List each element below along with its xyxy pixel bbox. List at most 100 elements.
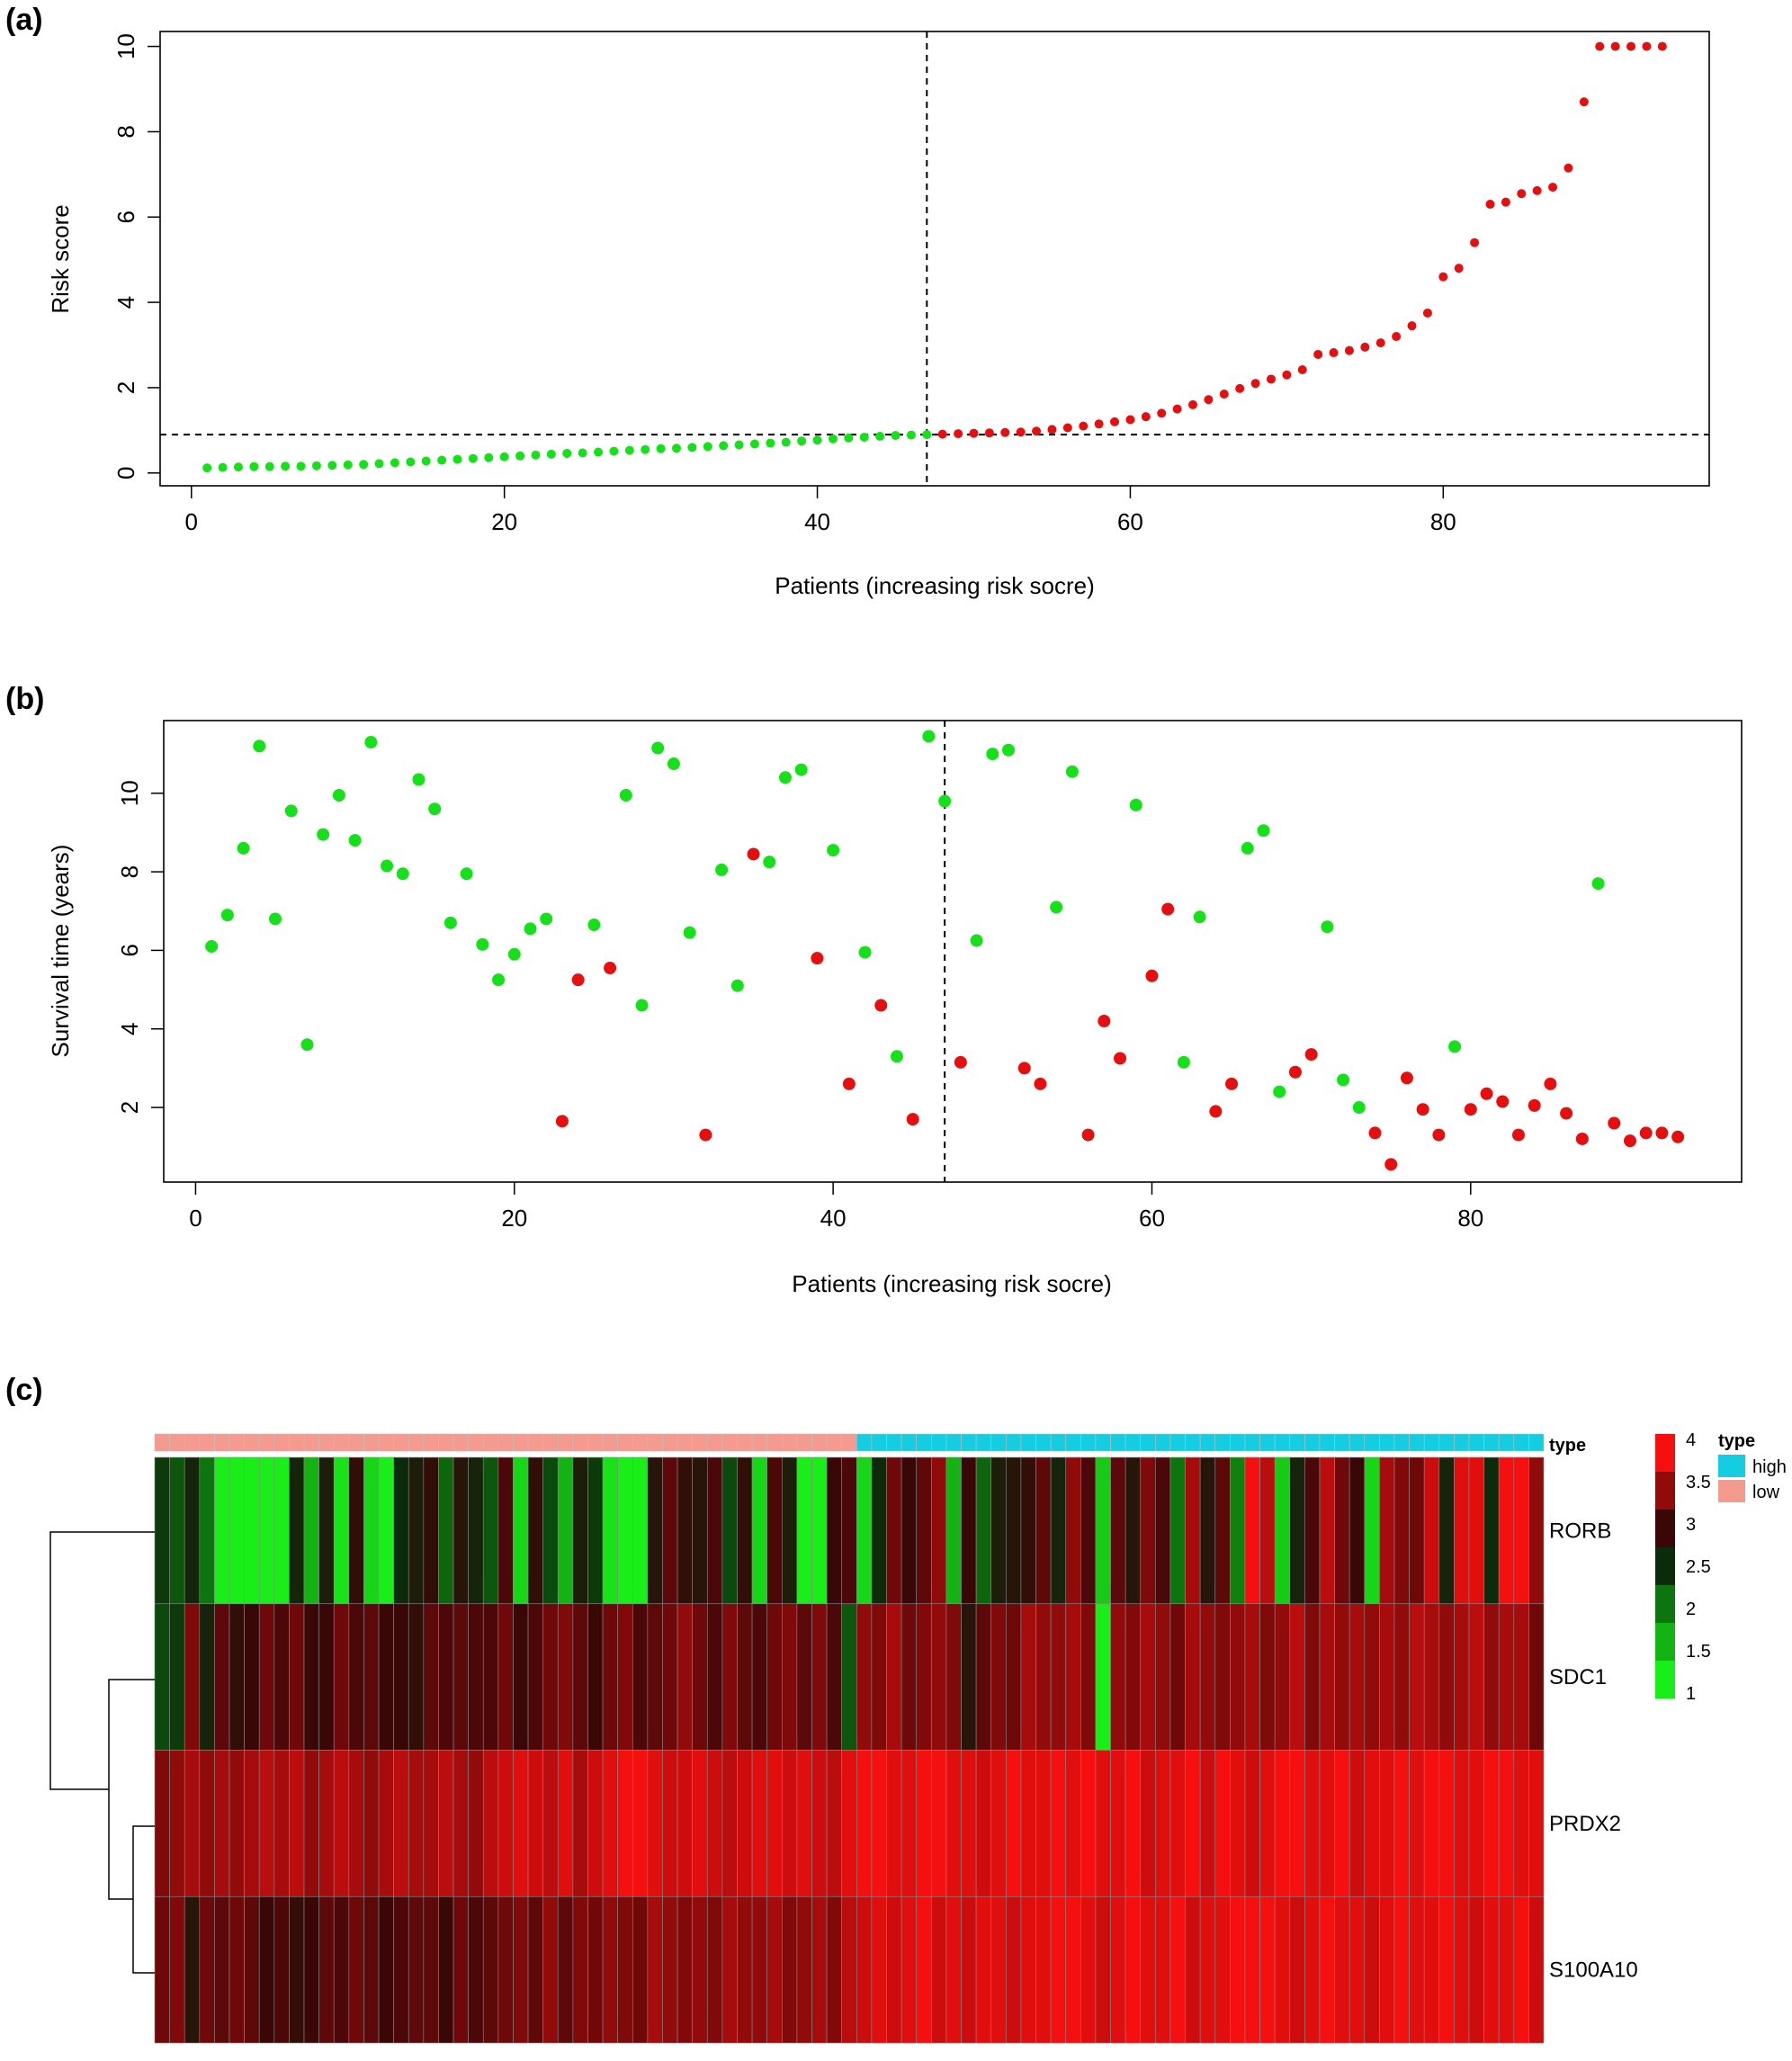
- type-cell-low: [647, 1433, 663, 1452]
- survival-point-alive: [667, 757, 680, 771]
- type-cell-low: [289, 1433, 305, 1452]
- survival-point-alive: [476, 937, 489, 951]
- type-cell-low: [751, 1433, 767, 1452]
- heatmap-cell: [1124, 1603, 1142, 1751]
- heatmap-cell: [1409, 1456, 1425, 1605]
- heatmap-cell: [811, 1456, 828, 1605]
- heatmap-cell: [945, 1603, 962, 1751]
- heatmap-cell: [662, 1750, 678, 1897]
- survival-point-alive: [444, 916, 457, 929]
- heatmap-cell: [900, 1456, 918, 1605]
- heatmap-cell: [1393, 1895, 1410, 2044]
- type-cell-low: [214, 1433, 230, 1452]
- heatmap-cell: [1259, 1895, 1276, 2044]
- heatmap-cell: [871, 1456, 887, 1605]
- heatmap-cell: [1364, 1750, 1380, 1897]
- heatmap-cell: [961, 1750, 977, 1897]
- heatmap-cell: [1348, 1603, 1366, 1751]
- type-cell-high: [886, 1433, 902, 1452]
- heatmap-cell: [692, 1895, 708, 2044]
- survival-point-dead: [1639, 1126, 1653, 1140]
- heatmap-cell: [1423, 1456, 1440, 1605]
- heatmap-cell: [318, 1750, 335, 1897]
- type-cell-low: [692, 1433, 708, 1452]
- risk-point-high: [954, 429, 963, 439]
- heatmap-type-row: [154, 1433, 1545, 1452]
- survival-point-alive: [1177, 1055, 1190, 1069]
- heatmap-cell: [468, 1456, 484, 1605]
- heatmap-cell: [318, 1895, 335, 2044]
- heatmap-cell: [1035, 1750, 1052, 1897]
- heatmap-cell: [154, 1895, 170, 2044]
- heatmap-cell: [468, 1895, 484, 2044]
- survival-point-alive: [635, 999, 649, 1012]
- survival-point-alive: [1050, 901, 1063, 914]
- survival-point-dead: [1017, 1062, 1031, 1075]
- color-scale-segment: [1655, 1472, 1675, 1510]
- risk-point-high: [1141, 412, 1151, 422]
- risk-point-high: [1297, 365, 1307, 375]
- heatmap-cell: [542, 1750, 559, 1897]
- type-cell-high: [1080, 1433, 1097, 1452]
- heatmap-cell: [990, 1603, 1007, 1751]
- type-cell-low: [497, 1433, 514, 1452]
- heatmap-cell: [214, 1456, 230, 1605]
- panel-a-points: [202, 41, 1667, 473]
- risk-point-low: [546, 449, 556, 459]
- heatmap-cell: [1050, 1456, 1067, 1605]
- survival-point-alive: [1591, 877, 1605, 891]
- heatmap-cell: [258, 1895, 275, 2044]
- heatmap-cell: [1095, 1750, 1111, 1897]
- heatmap-cell: [871, 1603, 887, 1751]
- survival-point-alive: [683, 926, 696, 939]
- heatmap-cell: [273, 1895, 290, 2044]
- heatmap-cell: [721, 1750, 738, 1897]
- risk-point-low: [812, 435, 822, 445]
- heatmap-cell: [975, 1603, 992, 1751]
- survival-point-dead: [1114, 1052, 1127, 1065]
- heatmap-cell: [199, 1895, 215, 2044]
- risk-point-high: [1282, 370, 1292, 380]
- heatmap-cell: [1348, 1456, 1366, 1605]
- survival-point-alive: [253, 739, 266, 753]
- heatmap-cell: [1393, 1603, 1410, 1751]
- heatmap-cell: [602, 1603, 618, 1751]
- survival-point-alive: [938, 794, 952, 808]
- heatmap-cell: [1423, 1895, 1440, 2044]
- heatmap-cell: [1050, 1750, 1067, 1897]
- risk-point-high: [1470, 237, 1480, 247]
- heatmap-cell: [169, 1456, 185, 1605]
- type-cell-high: [961, 1433, 977, 1452]
- heatmap-cell: [214, 1750, 230, 1897]
- heatmap-cell: [1259, 1456, 1276, 1605]
- heatmap-cell: [289, 1895, 305, 2044]
- risk-point-low: [562, 448, 572, 458]
- type-cell-high: [1110, 1433, 1126, 1452]
- type-cell-low: [676, 1433, 693, 1452]
- risk-point-low: [578, 448, 587, 458]
- type-cell-low: [662, 1433, 678, 1452]
- panel-b-ylabel: Survival time (years): [47, 845, 74, 1058]
- risk-point-low: [218, 462, 228, 472]
- heatmap-cell: [916, 1750, 932, 1897]
- heatmap-cell: [1110, 1895, 1126, 2044]
- type-cell-high: [1393, 1433, 1410, 1452]
- heatmap-cell: [1244, 1603, 1260, 1751]
- type-cell-high: [1155, 1433, 1171, 1452]
- heatmap-cell: [1393, 1750, 1410, 1897]
- heatmap-cell: [1199, 1603, 1216, 1751]
- heatmap-cell: [916, 1895, 932, 2044]
- risk-point-high: [1188, 399, 1197, 409]
- type-cell-low: [826, 1433, 842, 1452]
- type-cell-low: [781, 1433, 798, 1452]
- survival-point-alive: [1352, 1101, 1366, 1115]
- survival-point-dead: [571, 973, 585, 987]
- heatmap-cell: [811, 1603, 828, 1751]
- heatmap-cell: [886, 1895, 902, 2044]
- survival-point-alive: [396, 867, 409, 881]
- heatmap-cell: [303, 1603, 319, 1751]
- type-cell-high: [1348, 1433, 1366, 1452]
- survival-point-dead: [1528, 1098, 1541, 1112]
- risk-point-low: [859, 432, 869, 442]
- heatmap-cell: [497, 1603, 514, 1751]
